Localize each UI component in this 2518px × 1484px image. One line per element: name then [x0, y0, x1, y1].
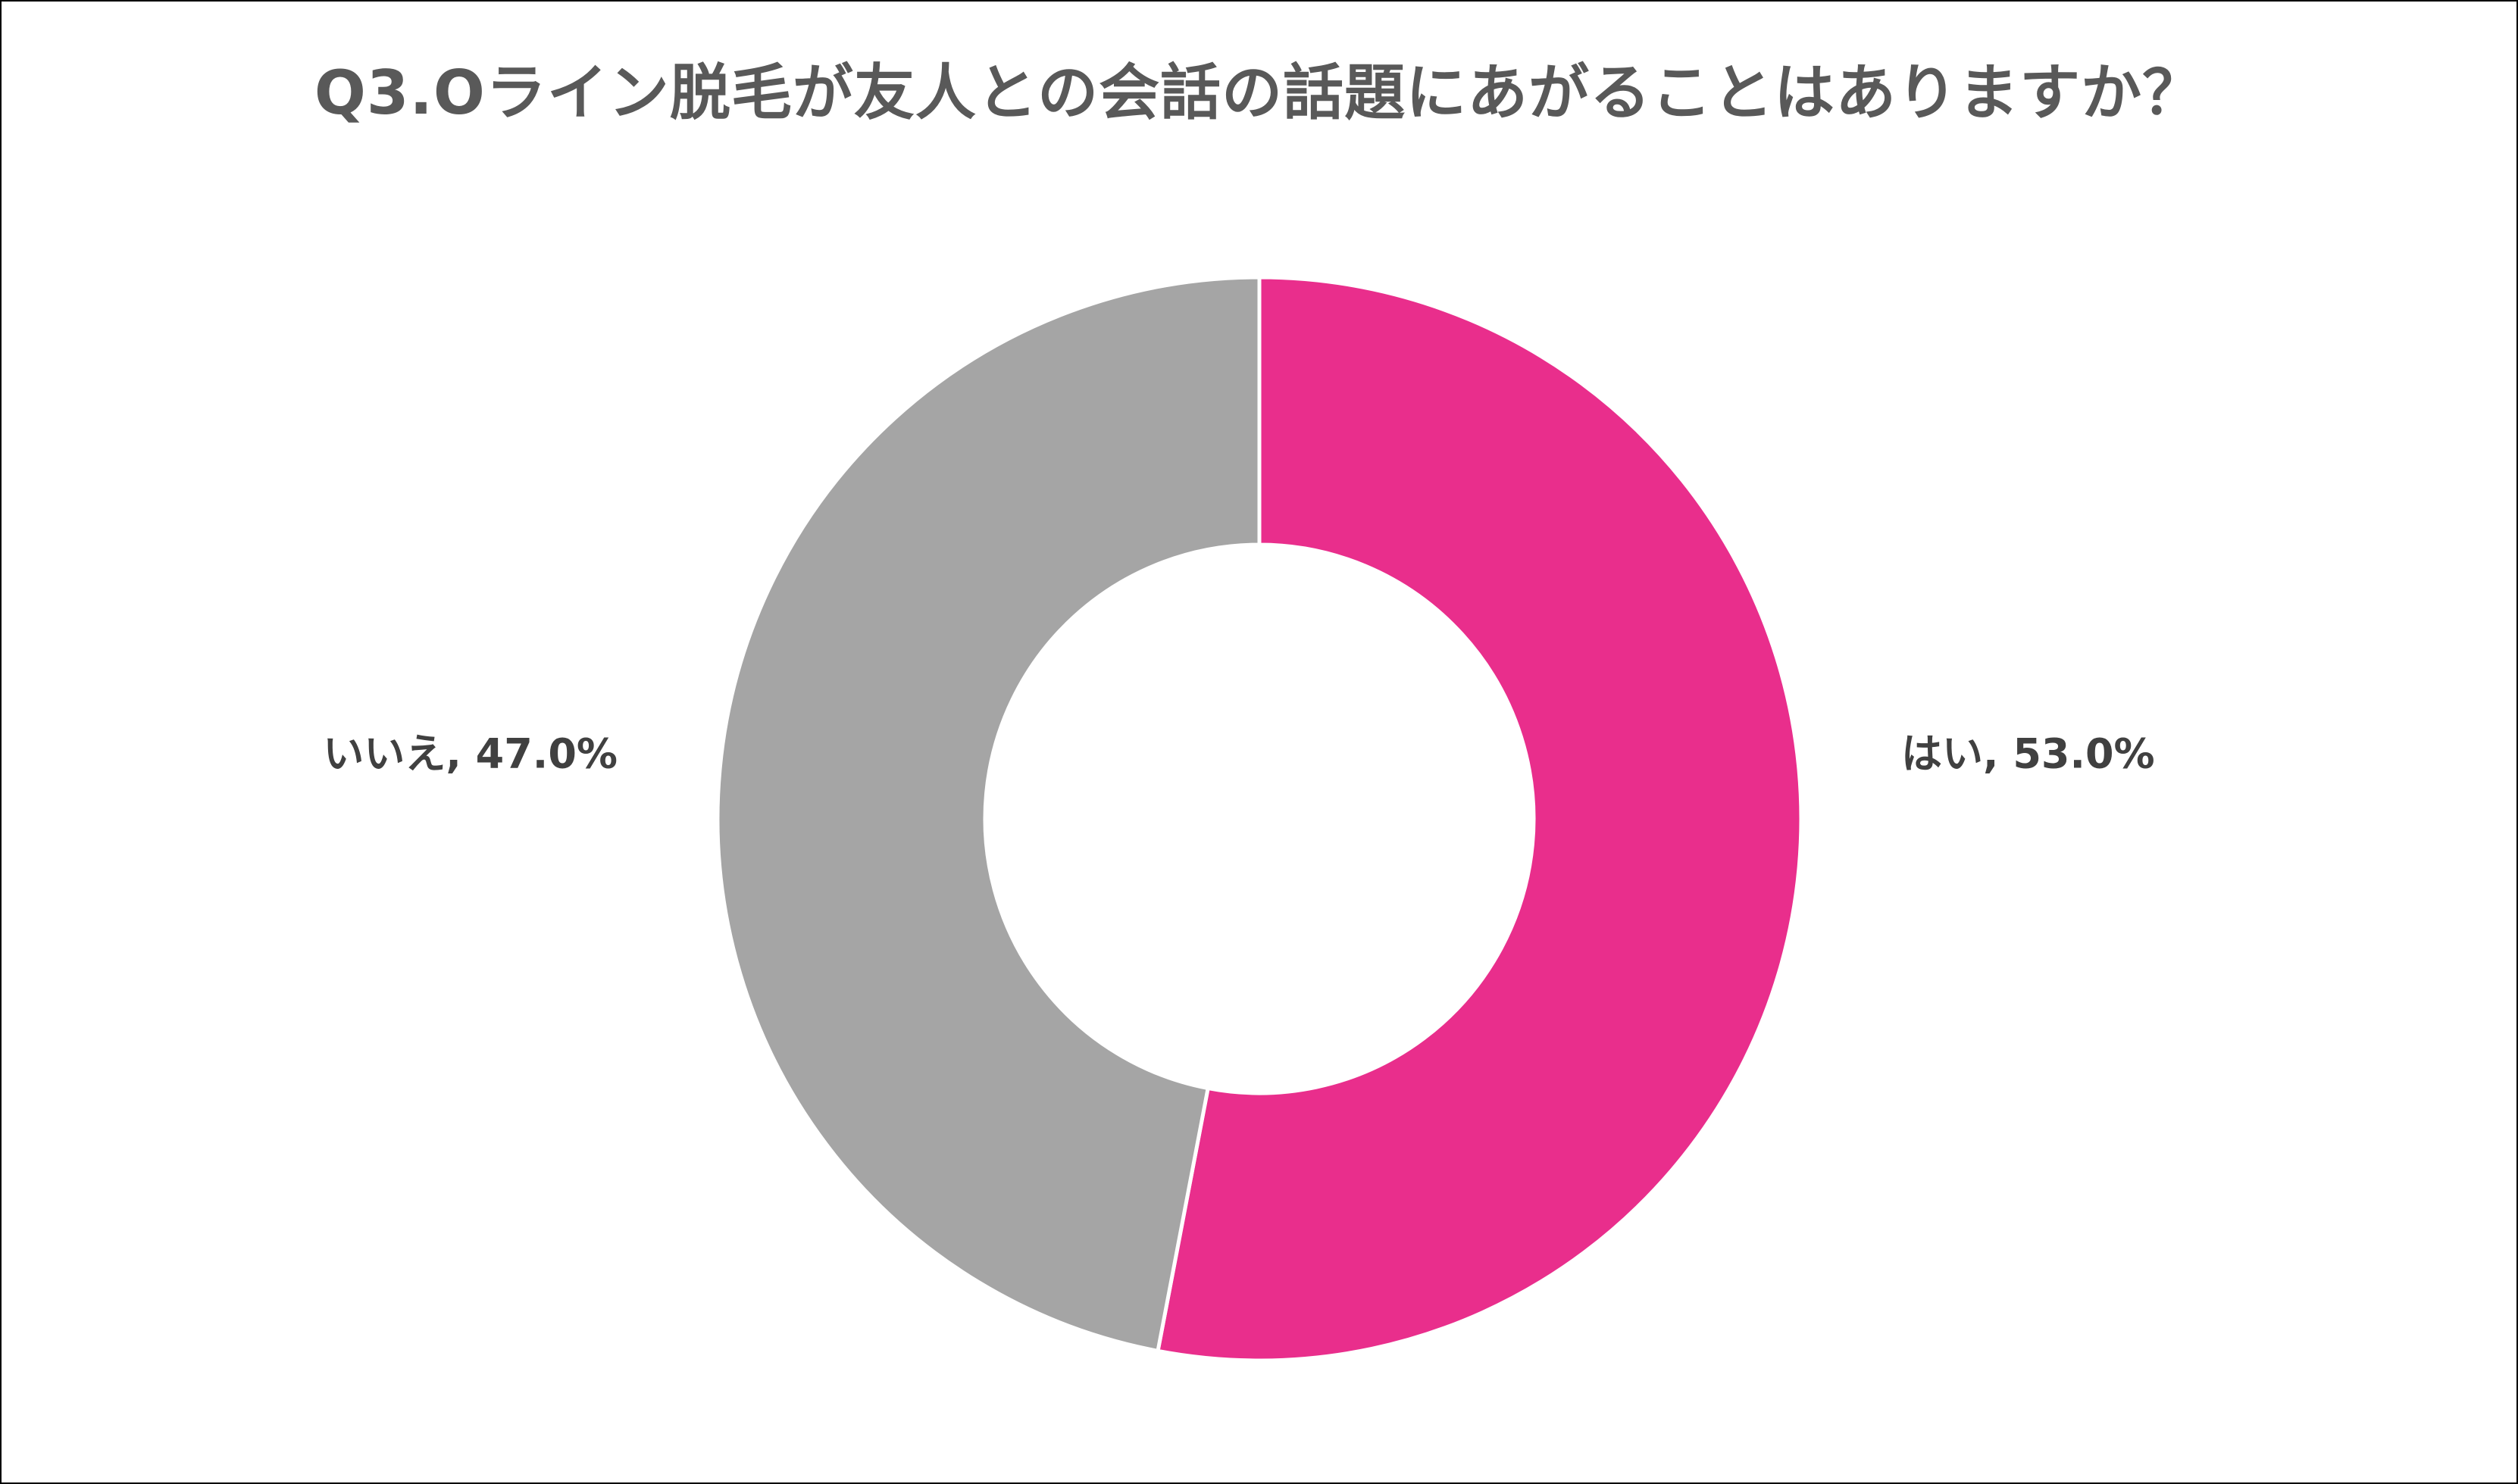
- data-label-no: いいえ, 47.0%: [323, 730, 618, 778]
- donut-slices: [715, 275, 1803, 1363]
- donut-slice-no: [715, 275, 1262, 1354]
- slice-labels: はい, 53.0% いいえ, 47.0%: [323, 730, 2154, 778]
- data-label-yes: はい, 53.0%: [1901, 730, 2155, 778]
- chart-title: Q3.Oライン脱毛が友人との会話の話題にあがることはありますか？: [314, 58, 2204, 128]
- donut-slice-yes: [1156, 275, 1803, 1363]
